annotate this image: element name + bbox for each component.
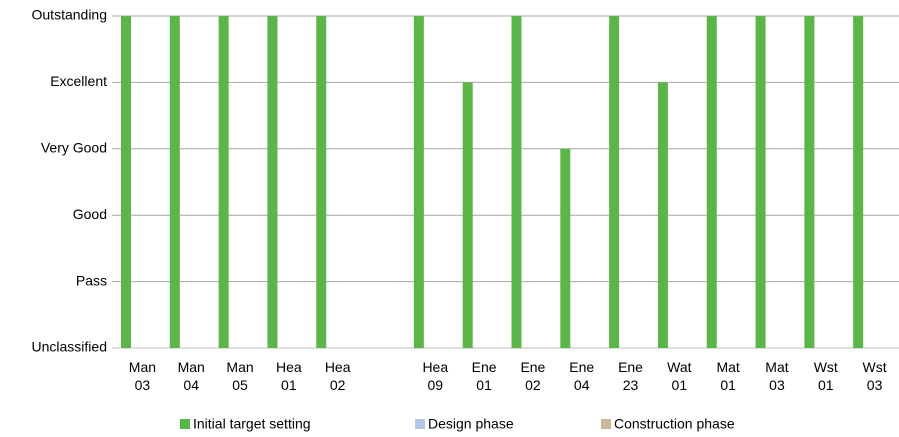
bar	[804, 16, 815, 348]
y-tick-label: Excellent	[50, 73, 107, 89]
x-tick-label: Hea 01	[276, 359, 302, 393]
legend-label: Design phase	[428, 416, 514, 432]
y-tick-label: Unclassified	[32, 339, 107, 355]
bar	[218, 16, 229, 348]
y-tick-label: Outstanding	[32, 7, 108, 23]
x-tick-label: Man 04	[177, 359, 205, 393]
x-tick-label: Ene 23	[618, 359, 643, 393]
bar	[853, 16, 864, 348]
bar	[657, 82, 668, 349]
legend-label: Construction phase	[614, 416, 735, 432]
y-tick-label: Very Good	[41, 140, 107, 156]
bar	[121, 16, 131, 348]
y-tick-label: Good	[73, 206, 107, 222]
bar	[755, 16, 766, 348]
bar	[706, 16, 717, 348]
x-tick-label: Ene 02	[520, 359, 546, 393]
x-tick-label: Hea 09	[422, 359, 449, 393]
x-tick-label: Mat 03	[765, 359, 789, 393]
legend-swatch	[180, 419, 190, 429]
legend-label: Initial target setting	[193, 416, 311, 432]
x-tick-label: Mat 01	[716, 359, 740, 393]
bar	[609, 16, 620, 348]
x-tick-label: Hea 02	[324, 359, 351, 393]
x-tick-label: Wst 01	[813, 359, 838, 393]
bar	[413, 16, 424, 348]
bar	[316, 16, 327, 348]
y-tick-label: Pass	[76, 272, 107, 288]
x-tick-label: Ene 04	[569, 359, 595, 393]
bar	[462, 82, 473, 349]
x-tick-label: Wat 01	[667, 359, 692, 393]
legend-swatch	[415, 419, 425, 429]
bar	[560, 148, 571, 348]
bar	[511, 16, 522, 348]
x-tick-label: Man 03	[128, 359, 157, 393]
x-tick-label: Ene 01	[471, 359, 497, 393]
legend-swatch	[601, 419, 611, 429]
bar	[169, 16, 180, 348]
x-tick-label: Wst 03	[862, 359, 887, 393]
bar	[267, 16, 278, 348]
x-tick-label: Man 05	[226, 359, 254, 393]
